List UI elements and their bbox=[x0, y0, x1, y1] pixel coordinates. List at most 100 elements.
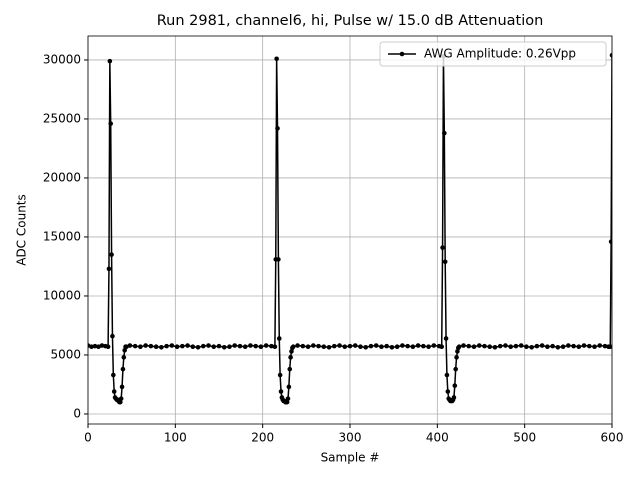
data-point bbox=[108, 121, 114, 126]
data-point bbox=[122, 347, 127, 353]
data-point bbox=[96, 344, 101, 350]
data-point bbox=[443, 336, 449, 341]
y-tick-label: 10000 bbox=[43, 288, 81, 302]
data-point bbox=[174, 344, 180, 350]
data-point bbox=[331, 343, 337, 349]
data-point bbox=[592, 344, 597, 350]
data-point bbox=[337, 343, 342, 348]
data-point bbox=[289, 349, 294, 354]
data-point bbox=[384, 343, 389, 349]
data-point bbox=[195, 344, 201, 350]
data-point bbox=[180, 343, 185, 349]
data-point bbox=[285, 396, 291, 401]
data-point bbox=[185, 343, 190, 348]
data-point bbox=[439, 344, 445, 350]
data-point bbox=[566, 343, 571, 348]
data-point bbox=[276, 336, 282, 341]
data-point bbox=[111, 372, 116, 378]
data-point bbox=[466, 343, 472, 349]
data-point bbox=[442, 259, 448, 265]
data-point bbox=[444, 372, 450, 378]
data-point bbox=[277, 372, 283, 378]
data-point bbox=[497, 343, 503, 349]
data-point bbox=[347, 343, 353, 349]
data-point bbox=[389, 344, 395, 350]
data-point bbox=[132, 343, 138, 349]
data-point bbox=[453, 366, 458, 372]
data-point bbox=[286, 384, 292, 390]
data-point bbox=[110, 333, 115, 339]
data-point bbox=[471, 344, 477, 350]
data-point bbox=[216, 343, 222, 349]
x-tick-label: 400 bbox=[426, 431, 449, 445]
data-point bbox=[124, 344, 129, 350]
data-point bbox=[415, 343, 421, 348]
data-point bbox=[518, 343, 524, 348]
data-point bbox=[284, 399, 290, 405]
data-point bbox=[609, 52, 612, 58]
y-tick-label: 30000 bbox=[43, 52, 81, 66]
y-tick-label: 15000 bbox=[43, 229, 81, 243]
data-point bbox=[321, 344, 327, 350]
data-point bbox=[148, 343, 154, 349]
data-point bbox=[237, 343, 243, 349]
data-point bbox=[272, 344, 278, 350]
data-point bbox=[258, 344, 264, 350]
x-tick-label: 0 bbox=[84, 431, 92, 445]
data-point bbox=[461, 343, 466, 348]
data-point bbox=[107, 58, 113, 64]
data-point bbox=[405, 343, 410, 349]
data-point bbox=[290, 344, 296, 350]
data-point bbox=[211, 344, 217, 350]
data-point bbox=[410, 344, 416, 350]
data-point bbox=[363, 344, 369, 350]
x-tick-label: 300 bbox=[339, 431, 362, 445]
x-tick-label: 600 bbox=[601, 431, 624, 445]
data-point bbox=[106, 266, 112, 272]
data-point bbox=[586, 343, 592, 349]
legend-label: AWG Amplitude: 0.26Vpp bbox=[424, 47, 576, 61]
data-point bbox=[118, 396, 124, 401]
data-point bbox=[127, 343, 133, 348]
data-point bbox=[143, 343, 148, 348]
data-point bbox=[164, 343, 169, 349]
data-point bbox=[276, 257, 281, 262]
data-point bbox=[555, 344, 561, 350]
data-point bbox=[274, 56, 279, 62]
data-point bbox=[342, 344, 348, 350]
data-point bbox=[278, 389, 284, 394]
data-point bbox=[442, 130, 447, 136]
data-point bbox=[105, 344, 111, 350]
data-point bbox=[295, 343, 300, 348]
data-point bbox=[492, 344, 498, 350]
data-point bbox=[111, 389, 117, 394]
data-point bbox=[118, 399, 123, 405]
data-point bbox=[352, 343, 358, 348]
data-point bbox=[311, 343, 316, 348]
data-point bbox=[482, 343, 487, 349]
data-point bbox=[440, 245, 445, 250]
data-point bbox=[153, 344, 159, 350]
legend-box bbox=[379, 41, 607, 67]
data-point bbox=[99, 343, 105, 348]
data-point bbox=[400, 343, 405, 348]
data-point bbox=[508, 344, 513, 350]
data-point bbox=[119, 384, 125, 390]
data-point bbox=[227, 344, 232, 350]
y-axis-label: ADC Counts bbox=[15, 194, 29, 266]
data-point bbox=[421, 343, 426, 349]
data-point bbox=[534, 343, 540, 349]
data-point bbox=[560, 344, 566, 350]
data-point bbox=[456, 344, 462, 350]
data-point bbox=[487, 344, 493, 350]
data-point bbox=[288, 355, 293, 360]
data-point bbox=[608, 239, 612, 244]
x-tick-label: 500 bbox=[513, 431, 536, 445]
data-point bbox=[545, 344, 550, 350]
x-tick-label: 200 bbox=[251, 431, 274, 445]
x-axis-label: Sample # bbox=[321, 451, 380, 465]
chart-title: Run 2981, channel6, hi, Pulse w/ 15.0 dB… bbox=[157, 13, 544, 29]
data-point bbox=[368, 343, 374, 349]
data-point bbox=[445, 389, 451, 394]
data-point bbox=[190, 344, 196, 350]
